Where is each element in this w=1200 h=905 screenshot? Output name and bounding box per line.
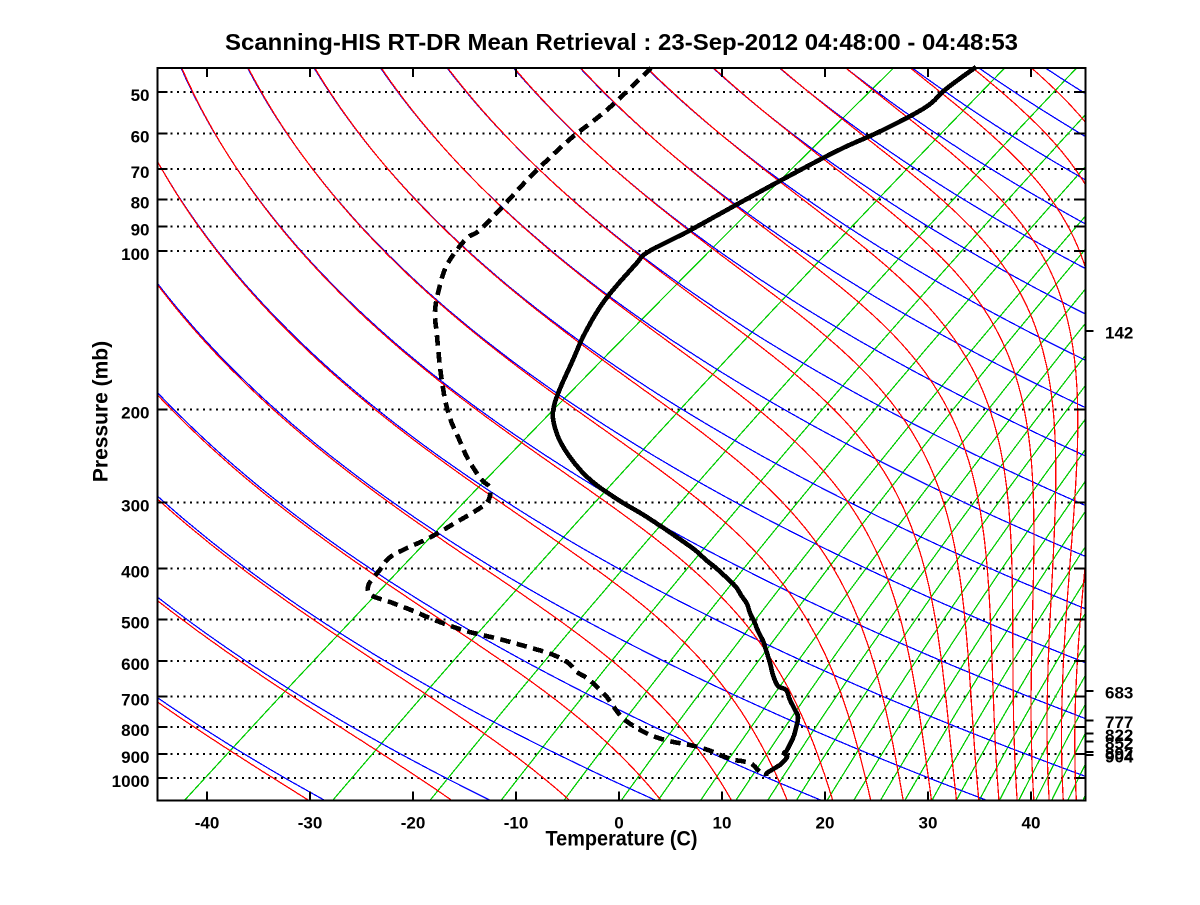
svg-text:500: 500 xyxy=(121,613,149,632)
svg-text:700: 700 xyxy=(121,691,149,710)
svg-text:50: 50 xyxy=(131,86,150,105)
svg-text:100: 100 xyxy=(121,245,149,264)
svg-text:900: 900 xyxy=(121,748,149,767)
svg-text:1000: 1000 xyxy=(112,772,150,791)
svg-text:Pressure (mb): Pressure (mb) xyxy=(90,341,113,482)
svg-text:40: 40 xyxy=(1022,814,1041,833)
svg-text:200: 200 xyxy=(121,404,149,423)
svg-text:30: 30 xyxy=(919,814,938,833)
svg-text:777: 777 xyxy=(1105,713,1133,732)
svg-text:142: 142 xyxy=(1105,324,1133,343)
svg-text:Temperature (C): Temperature (C) xyxy=(546,828,698,851)
svg-text:90: 90 xyxy=(131,221,150,240)
svg-text:904: 904 xyxy=(1105,748,1134,767)
svg-text:-30: -30 xyxy=(298,814,323,833)
svg-text:800: 800 xyxy=(121,721,149,740)
svg-text:892: 892 xyxy=(1105,745,1133,764)
svg-text:10: 10 xyxy=(713,814,732,833)
svg-text:-10: -10 xyxy=(504,814,529,833)
svg-text:-40: -40 xyxy=(195,814,220,833)
svg-text:0: 0 xyxy=(614,814,623,833)
svg-text:822: 822 xyxy=(1105,726,1133,745)
svg-text:400: 400 xyxy=(121,562,149,581)
svg-text:300: 300 xyxy=(121,496,149,515)
svg-text:Scanning-HIS RT-DR Mean Retrie: Scanning-HIS RT-DR Mean Retrieval : 23-S… xyxy=(225,29,1018,55)
svg-text:600: 600 xyxy=(121,655,149,674)
svg-text:683: 683 xyxy=(1105,683,1133,702)
svg-text:80: 80 xyxy=(131,194,150,213)
svg-text:70: 70 xyxy=(131,163,150,182)
svg-text:20: 20 xyxy=(816,814,835,833)
svg-text:852: 852 xyxy=(1105,734,1133,753)
svg-text:60: 60 xyxy=(131,128,150,147)
svg-text:-20: -20 xyxy=(401,814,426,833)
